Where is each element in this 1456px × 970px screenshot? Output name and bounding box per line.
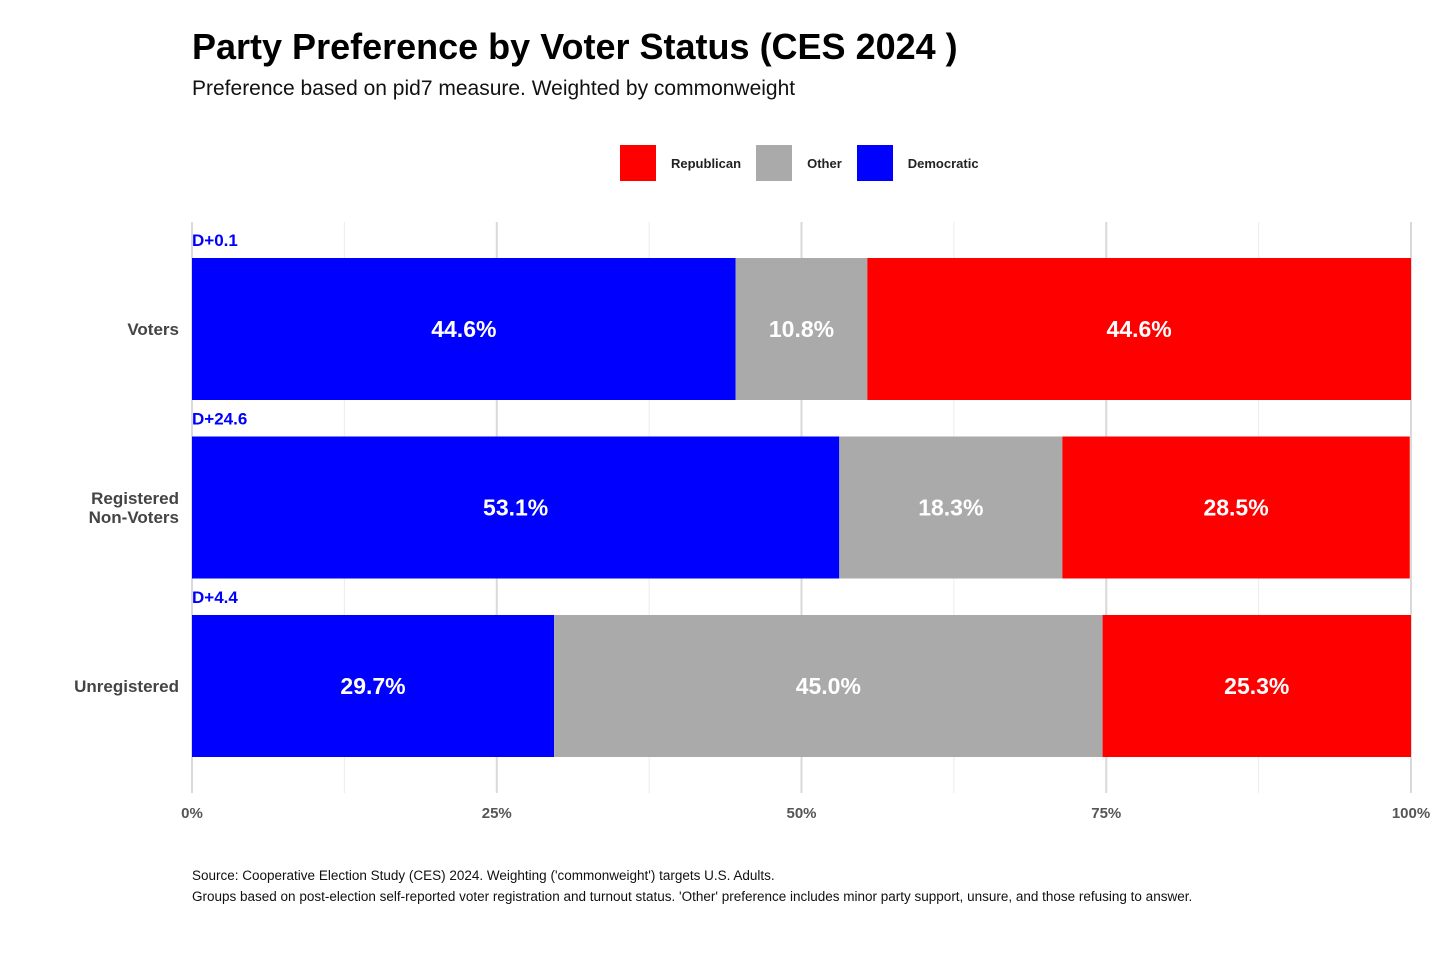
bar-segments [192, 258, 1411, 757]
category-label: Non-Voters [89, 508, 179, 527]
data-label: 44.6% [1107, 316, 1172, 342]
legend: Republican Other Democratic [620, 145, 994, 181]
chart-title: Party Preference by Voter Status (CES 20… [192, 26, 958, 67]
legend-label-democratic: Democratic [907, 155, 979, 171]
margin-label: D+4.4 [192, 588, 238, 607]
legend-swatch-other [756, 145, 793, 181]
legend-item-republican: Republican [620, 145, 741, 181]
bar-other-voters [735, 258, 868, 400]
data-label: 25.3% [1224, 673, 1289, 699]
category-label: Voters [127, 320, 179, 339]
x-tick-label: 25% [482, 805, 512, 822]
data-label: 53.1% [483, 495, 548, 521]
legend-label-republican: Republican [671, 155, 742, 171]
x-tick-label: 100% [1392, 805, 1430, 822]
source-line: Source: Cooperative Election Study (CES)… [192, 868, 775, 883]
bar-other-unregistered [554, 615, 1103, 757]
legend-item-other: Other [756, 145, 842, 181]
legend-swatch-democratic [856, 145, 893, 181]
legend-swatch-republican [620, 145, 656, 181]
data-label: 28.5% [1203, 495, 1268, 521]
x-tick-labels: 0% 25% 50% 75% 100% [181, 805, 1430, 822]
data-label: 44.6% [431, 316, 496, 342]
data-labels: 44.6% 10.8% 44.6% D+0.1 53.1% 18.3% 28.5% D+24.… [192, 231, 1289, 699]
note-line: Groups based on post-election self-repor… [192, 889, 1193, 904]
bar-republican-registered-non-voters [1062, 436, 1410, 579]
source-caption: Source: Cooperative Election Study (CES)… [192, 865, 1192, 907]
bar-republican-unregistered [1102, 615, 1411, 757]
chart-subtitle: Preference based on pid7 measure. Weight… [192, 77, 796, 100]
legend-label-other: Other [807, 155, 842, 171]
category-label: Registered [91, 489, 179, 508]
data-label: 45.0% [796, 673, 861, 699]
bar-republican-voters [867, 258, 1411, 400]
category-label: Unregistered [74, 677, 179, 696]
data-label: 10.8% [769, 316, 834, 342]
data-label: 18.3% [918, 495, 983, 521]
bar-democratic-registered-non-voters [192, 436, 840, 579]
legend-item-democratic: Democratic [856, 145, 979, 181]
bar-democratic-unregistered [192, 615, 555, 757]
bar-democratic-voters [192, 258, 736, 400]
margin-label: D+0.1 [192, 231, 238, 250]
x-tick-label: 0% [181, 805, 203, 822]
x-tick-label: 75% [1091, 805, 1121, 822]
bar-other-registered-non-voters [839, 436, 1063, 579]
data-label: 29.7% [340, 673, 405, 699]
x-tick-label: 50% [786, 805, 816, 822]
margin-label: D+24.6 [192, 410, 247, 429]
